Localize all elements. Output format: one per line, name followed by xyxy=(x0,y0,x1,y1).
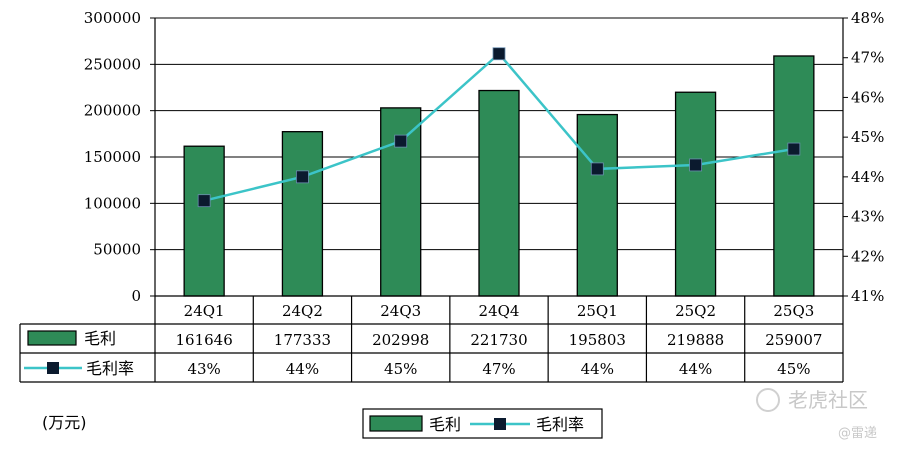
table-value-margin: 47% xyxy=(482,360,515,378)
margin-marker-24Q2 xyxy=(296,170,309,184)
legend-box xyxy=(362,408,603,439)
table-bar-header: 毛利 xyxy=(84,329,116,348)
legend-line-label: 毛利率 xyxy=(536,415,584,434)
watermark: 老虎社区 @雷递 xyxy=(756,388,877,441)
right-tick-label: 43% xyxy=(851,208,884,226)
left-tick-label: 300000 xyxy=(84,9,141,27)
table-value-profit: 259007 xyxy=(765,331,822,349)
margin-marker-24Q1 xyxy=(197,194,211,208)
legend-bar-swatch xyxy=(369,415,423,432)
left-tick-label: 200000 xyxy=(84,102,141,120)
left-axis-ticks: 0 50000 100000 150000 200000 250000 300000 xyxy=(84,9,141,305)
table-value-margin: 45% xyxy=(777,360,810,378)
left-tick-label: 0 xyxy=(131,287,141,305)
category-label: 24Q4 xyxy=(479,302,520,320)
table-value-margin: 44% xyxy=(286,360,319,378)
table-value-margin: 44% xyxy=(679,360,712,378)
right-tick-label: 42% xyxy=(851,247,884,265)
table-value-profit: 161646 xyxy=(176,331,233,349)
category-label: 24Q3 xyxy=(380,302,421,320)
table-value-profit: 195803 xyxy=(569,331,626,349)
category-label: 25Q2 xyxy=(675,302,716,320)
bar-25Q1 xyxy=(576,113,618,297)
legend-bar-label: 毛利 xyxy=(429,415,461,434)
margin-marker-24Q4 xyxy=(492,47,506,61)
table-value-margin: 45% xyxy=(384,360,417,378)
category-label: 24Q1 xyxy=(184,302,225,320)
watermark-sub: @雷递 xyxy=(838,426,877,441)
table-value-profit: 202998 xyxy=(372,331,429,349)
right-tick-label: 47% xyxy=(851,49,884,67)
table-value-profit: 177333 xyxy=(274,331,331,349)
margin-marker-25Q1 xyxy=(590,162,604,176)
legend: 毛利 毛利率 xyxy=(362,408,603,439)
table-bar-swatch xyxy=(27,330,77,346)
table-value-profit: 219888 xyxy=(667,331,724,349)
watermark-brand: 老虎社区 xyxy=(788,388,868,412)
category-label: 25Q1 xyxy=(577,302,618,320)
right-tick-label: 44% xyxy=(851,168,884,186)
table-line-marker xyxy=(47,362,59,374)
left-tick-label: 150000 xyxy=(84,148,141,166)
category-label: 25Q3 xyxy=(773,302,814,320)
table-value-margin: 43% xyxy=(187,360,220,378)
table-value-margin: 44% xyxy=(581,360,614,378)
left-tick-label: 100000 xyxy=(84,194,141,212)
bar-24Q1 xyxy=(183,145,225,297)
right-tick-label: 48% xyxy=(851,9,884,27)
line-series xyxy=(197,47,801,208)
bar-25Q2 xyxy=(674,91,717,297)
table-line-header: 毛利率 xyxy=(86,359,134,378)
bar-24Q2 xyxy=(281,131,324,297)
category-label: 24Q2 xyxy=(282,302,323,320)
left-tick-label: 50000 xyxy=(93,241,141,259)
legend-line-marker xyxy=(494,418,506,430)
unit-note: (万元) xyxy=(42,413,87,432)
bar-24Q4 xyxy=(478,89,520,297)
right-tick-label: 41% xyxy=(851,287,884,305)
right-axis-ticks: 41% 42% 43% 44% 45% 46% 47% 48% xyxy=(851,9,884,305)
bar-25Q3 xyxy=(773,55,815,297)
table-value-profit: 221730 xyxy=(470,331,527,349)
margin-marker-25Q2 xyxy=(689,158,702,172)
left-tick-label: 250000 xyxy=(84,55,141,73)
right-tick-label: 46% xyxy=(851,88,884,106)
margin-marker-25Q3 xyxy=(787,142,801,156)
bar-series xyxy=(183,55,815,297)
margin-marker-24Q3 xyxy=(394,134,408,148)
right-tick-label: 45% xyxy=(851,128,884,146)
watermark-logo-icon xyxy=(756,388,780,412)
